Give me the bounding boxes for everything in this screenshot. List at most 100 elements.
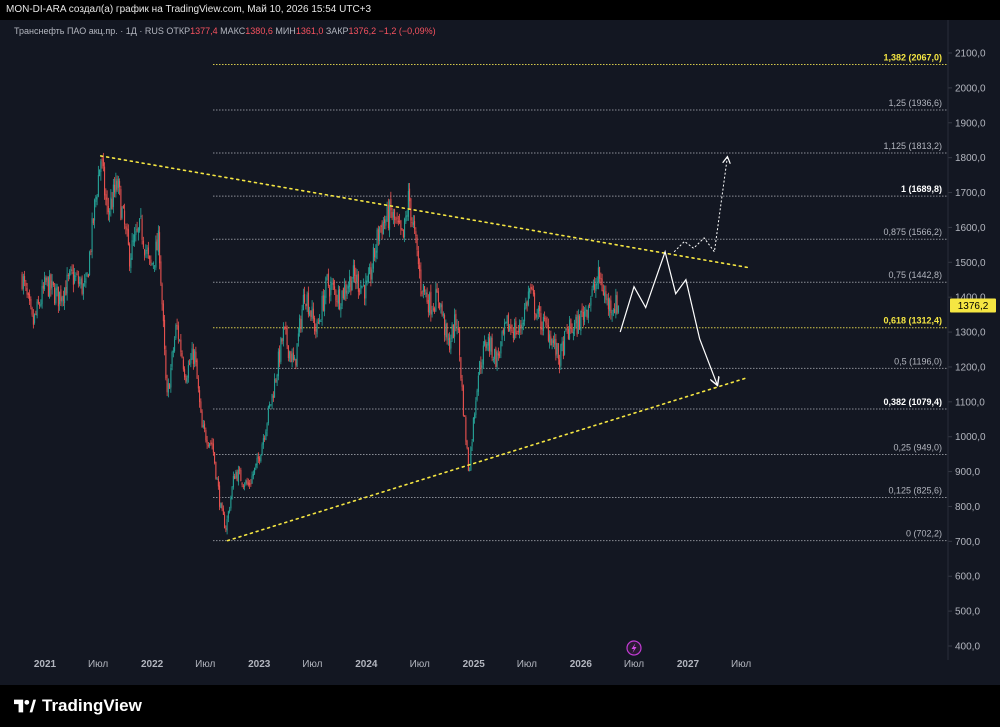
candle-body [459, 329, 461, 356]
x-tick-label: 2025 [463, 659, 486, 670]
candle-body [151, 263, 153, 266]
candle-body [576, 315, 578, 335]
candle-body [375, 250, 377, 258]
trendline [99, 155, 749, 269]
candle-body [600, 278, 602, 280]
y-tick-label: 1200,0 [955, 362, 986, 373]
candle-body [399, 221, 401, 223]
candle-body [62, 295, 64, 301]
candle-body [39, 304, 41, 306]
projection-alt-path [673, 158, 727, 254]
candle-body [460, 357, 462, 379]
candle-body [166, 379, 168, 393]
candle-body [466, 441, 468, 449]
candle-body [217, 478, 219, 487]
candle-body [32, 315, 34, 325]
candle-body [114, 184, 116, 193]
candle-body [291, 353, 293, 362]
candle-body [536, 314, 538, 317]
candle-body [264, 438, 266, 440]
candle-body [426, 292, 428, 303]
tradingview-brand[interactable]: TradingView [14, 696, 142, 716]
candle-body [396, 217, 398, 220]
x-tick-label: 2023 [248, 659, 271, 670]
y-tick-label: 700,0 [955, 537, 980, 548]
candle-body [324, 295, 326, 312]
candle-body [289, 351, 291, 359]
candle-body [192, 349, 194, 364]
candle-body [537, 308, 539, 314]
candle-body [365, 280, 367, 299]
legend-low-label: МИН [275, 26, 296, 36]
candle-body [315, 328, 317, 332]
candle-body [231, 486, 233, 499]
y-tick-label: 1800,0 [955, 153, 986, 164]
candle-body [612, 310, 614, 312]
candle-body [134, 234, 136, 243]
candle-body [590, 297, 592, 306]
y-tick-label: 400,0 [955, 642, 980, 653]
candle-body [412, 222, 414, 225]
candle-body [177, 325, 179, 340]
candle-body [262, 438, 264, 445]
candle-body [597, 267, 599, 283]
candle-body [389, 201, 391, 230]
chart-area[interactable]: 400,0 500,0 600,0 700,0 800,0 900,0 1000,0 1100… [0, 20, 1000, 685]
candle-body [407, 191, 409, 217]
candle-body [279, 349, 281, 363]
candle-body [584, 311, 586, 323]
candle-body [571, 328, 573, 333]
candle-body [517, 331, 519, 333]
candle-body [280, 337, 282, 362]
candle-body [585, 308, 587, 312]
candle-body [176, 325, 178, 327]
candle-body [239, 469, 241, 471]
candle-body [455, 313, 457, 326]
candle-body [282, 326, 284, 341]
legend-symbol[interactable]: Транснефть ПАО акц.пр. · 1Д · RUS [14, 26, 164, 36]
candle-body [226, 519, 228, 531]
y-tick-label: 500,0 [955, 607, 980, 618]
candle-body [199, 390, 201, 403]
candle-body [435, 289, 437, 312]
candle-body [430, 291, 432, 315]
candle-body [544, 317, 546, 319]
candle-body [161, 284, 163, 305]
candle-body [482, 345, 484, 365]
candle-body [601, 278, 603, 292]
candle-body [427, 299, 429, 313]
legend-low: 1361,0 [295, 26, 324, 36]
candle-body [211, 442, 213, 445]
candle-body [200, 401, 202, 412]
candle-body [551, 338, 553, 346]
candle-body [125, 226, 127, 229]
brand-name: TradingView [42, 696, 142, 715]
candle-body [614, 309, 616, 314]
candle-body [136, 228, 138, 231]
x-tick-label: Июл [88, 659, 108, 670]
candle-body [326, 274, 328, 277]
candle-body [121, 207, 123, 218]
legend-close-label: ЗАКР [325, 26, 349, 36]
candle-body [66, 274, 68, 294]
candle-body [481, 365, 483, 368]
price-chart[interactable]: 400,0 500,0 600,0 700,0 800,0 900,0 1000,0 1100… [0, 20, 1000, 685]
candle-body [51, 280, 53, 288]
candle-body [216, 478, 218, 480]
candle-body [344, 285, 346, 300]
candle-body [475, 401, 477, 415]
y-tick-label: 1000,0 [955, 432, 986, 443]
attribution-text: MON-DI-ARA создал(а) график на TradingVi… [6, 4, 372, 15]
candle-body [46, 276, 48, 281]
candle-body [354, 265, 356, 276]
candle-body [372, 247, 374, 269]
candle-body [157, 230, 159, 252]
x-tick-label: Июл [410, 659, 430, 670]
fib-level-label: 0,25 (949,0) [893, 442, 942, 452]
candle-body [610, 300, 612, 314]
candle-body [207, 445, 209, 447]
candle-body [397, 220, 399, 223]
candle-body [130, 258, 132, 268]
candle-body [595, 284, 597, 292]
candle-body [390, 198, 392, 211]
